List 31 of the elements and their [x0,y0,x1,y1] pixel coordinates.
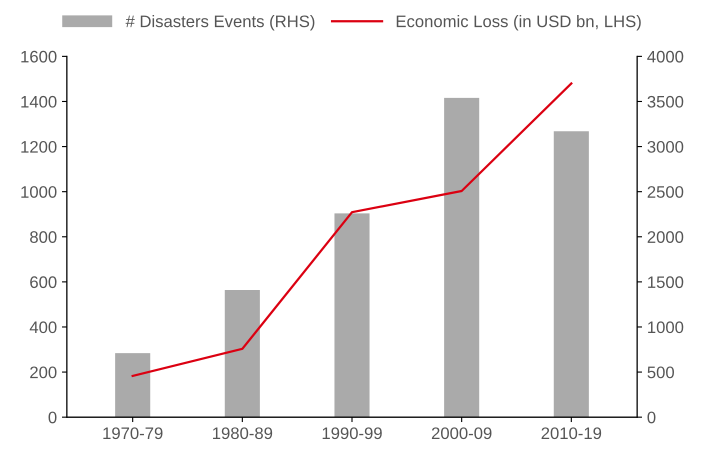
x-tick-label: 2000-09 [432,427,492,440]
y2-tick-label: 0 [647,412,656,424]
x-tick-label: 1980-89 [213,427,272,440]
bar [224,290,260,418]
y2-tick-label: 2500 [648,186,684,198]
legend-label: Economic Loss (in USD bn, LHS) [396,15,641,31]
y2-tick-label: 3000 [647,140,684,153]
legend-label: # Disasters Events (RHS) [126,15,314,31]
y-tick-label: 1400 [21,96,57,108]
y2-tick-label: 1500 [648,276,684,288]
y2-tick-label: 1000 [648,321,684,334]
y-tick-label: 200 [30,366,57,378]
line-series [132,82,572,378]
y-tick-label: 0 [48,412,57,424]
x-tick-label: 1970-79 [103,427,162,440]
y-tick-label: 1000 [21,186,57,198]
bar [554,131,589,418]
y2-tick-label: 3500 [647,96,684,108]
y-tick-label: 1600 [21,50,57,63]
bar [115,353,150,418]
y2-tick-label: 2000 [648,231,684,243]
bar [334,213,370,418]
y-tick-label: 600 [30,276,57,288]
x-tick-label: 2010-19 [542,427,602,440]
bar [444,98,480,418]
x-tick-label: 1990-99 [322,427,382,440]
y2-tick-label: 4000 [647,50,684,63]
y-tick-label: 1200 [21,140,57,153]
y-tick-label: 800 [30,231,57,243]
y2-tick-label: 500 [648,366,674,378]
y-tick-label: 400 [30,321,57,334]
